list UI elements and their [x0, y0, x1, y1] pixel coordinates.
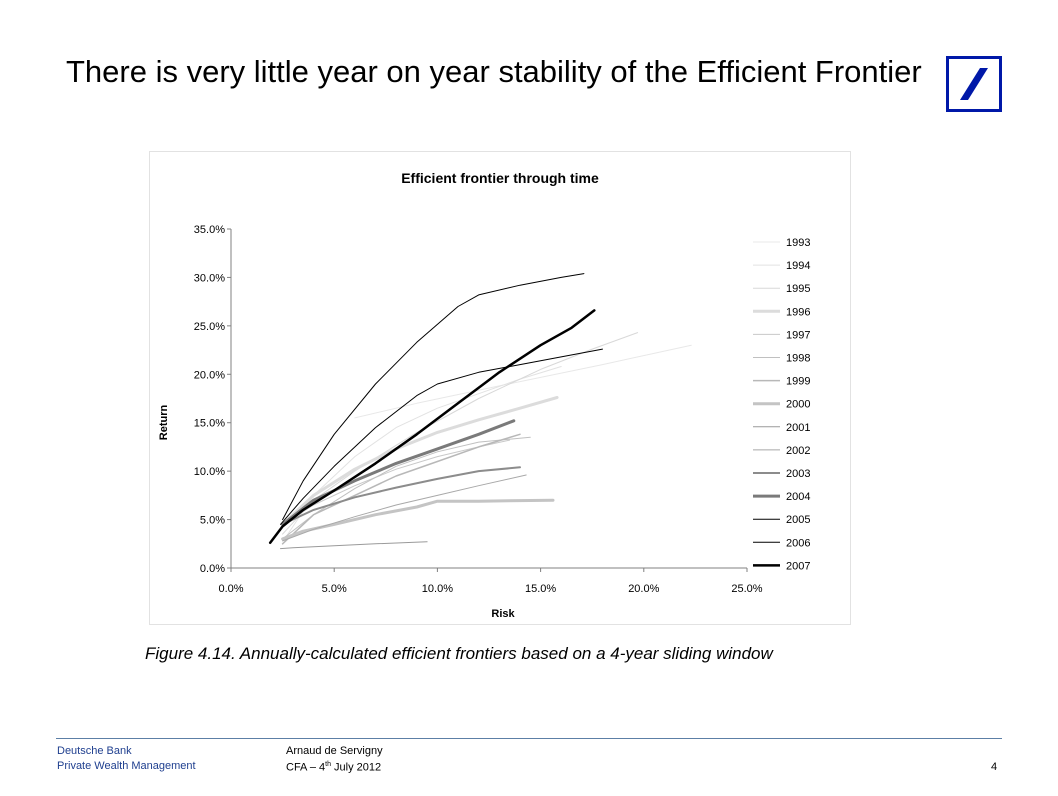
- legend-label-1996: 1996: [786, 306, 810, 318]
- y-tick-label: 10.0%: [194, 466, 225, 478]
- legend-label-2006: 2006: [786, 537, 810, 549]
- x-axis-label: Risk: [491, 608, 515, 620]
- logo-slash: [960, 68, 988, 100]
- y-tick-label: 0.0%: [200, 563, 225, 575]
- legend-label-1995: 1995: [786, 283, 810, 295]
- x-tick-label: 5.0%: [322, 583, 347, 595]
- x-tick-label: 0.0%: [218, 583, 243, 595]
- x-tick-label: 25.0%: [731, 583, 762, 595]
- series-line-1998: [282, 436, 531, 540]
- y-tick-label: 15.0%: [194, 418, 225, 430]
- y-axis-label: Return: [158, 405, 170, 441]
- deutsche-bank-logo: [946, 56, 1002, 112]
- y-tick-label: 35.0%: [194, 224, 225, 236]
- series-line-1996: [281, 396, 559, 526]
- figure-caption: Figure 4.14. Annually-calculated efficie…: [145, 644, 773, 663]
- x-tick-label: 15.0%: [525, 583, 556, 595]
- legend-label-1997: 1997: [786, 329, 810, 341]
- y-tick-label: 30.0%: [194, 272, 225, 284]
- chart-container: Efficient frontier through time 0.0% 5.0% 1…: [149, 151, 851, 625]
- footer-company: Deutsche Bank: [57, 745, 132, 757]
- series-line-2000: [281, 498, 555, 541]
- footer-event-prefix: CFA – 4: [286, 761, 326, 774]
- series-line-1994: [284, 366, 562, 540]
- legend-label-2004: 2004: [786, 491, 810, 503]
- page-number: 4: [991, 761, 998, 773]
- footer-event-sup: th: [325, 761, 331, 768]
- series-line-2002: [282, 474, 527, 542]
- legend-label-2002: 2002: [786, 445, 810, 457]
- slide-title: There is very little year on year stabil…: [66, 54, 922, 89]
- series-line-2004: [281, 419, 516, 526]
- series-line-2005: [280, 348, 603, 525]
- footer-division: Private Wealth Management: [57, 760, 196, 772]
- series-line-2007: [268, 309, 596, 545]
- series-line-2003: [281, 466, 521, 526]
- legend-label-1998: 1998: [786, 353, 810, 365]
- x-tick-label: 10.0%: [422, 583, 453, 595]
- y-tick-label: 25.0%: [194, 321, 225, 333]
- legend-label-2003: 2003: [786, 468, 810, 480]
- y-tick-label: 20.0%: [194, 369, 225, 381]
- efficient-frontier-chart: Efficient frontier through time 0.0% 5.0% 1…: [158, 170, 810, 620]
- footer-event: CFA – 4th July 2012: [286, 758, 381, 775]
- x-tick-label: 20.0%: [628, 583, 659, 595]
- chart-title: Efficient frontier through time: [401, 170, 599, 186]
- logo-frame: [946, 56, 1002, 112]
- legend-label-1999: 1999: [786, 376, 810, 388]
- series-line-1999: [281, 433, 521, 545]
- legend-label-1994: 1994: [786, 260, 810, 272]
- footer-event-suffix: July 2012: [330, 761, 382, 774]
- legend-label-2005: 2005: [786, 514, 810, 526]
- y-tick-label: 5.0%: [200, 515, 225, 527]
- legend-label-2001: 2001: [786, 422, 810, 434]
- legend-label-1993: 1993: [786, 237, 810, 249]
- legend-label-2007: 2007: [786, 560, 810, 572]
- footer-author: Arnaud de Servigny: [286, 745, 383, 757]
- series-line-2006: [282, 273, 585, 521]
- legend-label-2000: 2000: [786, 399, 810, 411]
- footer-divider: [56, 738, 1002, 739]
- series-line-2001: [280, 541, 428, 550]
